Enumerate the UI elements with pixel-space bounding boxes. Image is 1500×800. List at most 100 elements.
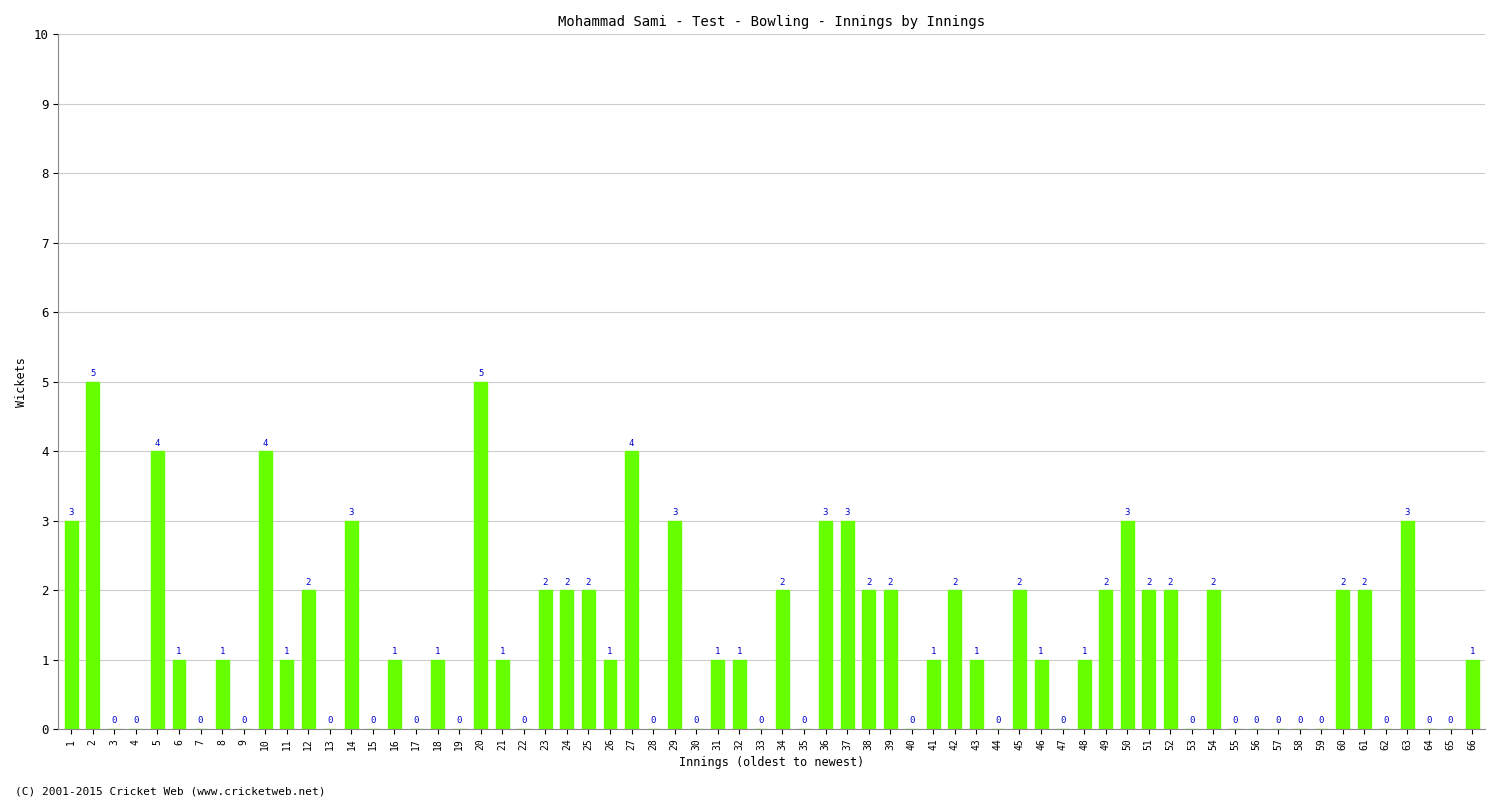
Bar xyxy=(734,659,746,729)
Text: 0: 0 xyxy=(1318,717,1324,726)
Text: 3: 3 xyxy=(1404,508,1410,517)
Text: 0: 0 xyxy=(651,717,656,726)
Text: 2: 2 xyxy=(564,578,570,586)
Text: 4: 4 xyxy=(262,438,268,448)
Text: 1: 1 xyxy=(219,647,225,656)
Bar xyxy=(216,659,228,729)
Bar xyxy=(1100,590,1112,729)
Text: 0: 0 xyxy=(1233,717,1238,726)
Bar xyxy=(1466,659,1479,729)
Bar xyxy=(862,590,874,729)
Bar xyxy=(819,521,833,729)
Bar xyxy=(152,451,164,729)
Text: 0: 0 xyxy=(1448,717,1454,726)
Bar xyxy=(626,451,638,729)
Text: 0: 0 xyxy=(520,717,526,726)
Text: 1: 1 xyxy=(435,647,441,656)
Bar xyxy=(258,451,272,729)
Text: 4: 4 xyxy=(154,438,160,448)
Text: 0: 0 xyxy=(414,717,419,726)
Text: 1: 1 xyxy=(974,647,980,656)
Bar xyxy=(1336,590,1348,729)
Text: 3: 3 xyxy=(844,508,850,517)
Text: 0: 0 xyxy=(1275,717,1281,726)
Text: 0: 0 xyxy=(327,717,333,726)
Text: 1: 1 xyxy=(716,647,720,656)
Text: 1: 1 xyxy=(500,647,506,656)
Bar xyxy=(1164,590,1178,729)
Text: 5: 5 xyxy=(478,369,483,378)
Bar xyxy=(302,590,315,729)
Text: 0: 0 xyxy=(758,717,764,726)
Text: 2: 2 xyxy=(1210,578,1216,586)
Bar xyxy=(496,659,508,729)
Bar xyxy=(970,659,982,729)
Bar xyxy=(1401,521,1414,729)
Text: 0: 0 xyxy=(1298,717,1302,726)
Bar xyxy=(927,659,939,729)
Text: 2: 2 xyxy=(1362,578,1366,586)
Text: 0: 0 xyxy=(801,717,807,726)
Text: 2: 2 xyxy=(1340,578,1346,586)
Bar xyxy=(711,659,724,729)
Text: 0: 0 xyxy=(370,717,375,726)
Text: 0: 0 xyxy=(994,717,1000,726)
Text: 1: 1 xyxy=(1038,647,1044,656)
Text: 3: 3 xyxy=(824,508,828,517)
Bar xyxy=(87,382,99,729)
Text: 2: 2 xyxy=(1146,578,1152,586)
Bar xyxy=(1013,590,1026,729)
Text: 2: 2 xyxy=(586,578,591,586)
Bar xyxy=(840,521,854,729)
Bar xyxy=(1358,590,1371,729)
Bar xyxy=(1035,659,1047,729)
Text: 1: 1 xyxy=(1470,647,1474,656)
X-axis label: Innings (oldest to newest): Innings (oldest to newest) xyxy=(680,756,864,769)
Bar xyxy=(603,659,616,729)
Bar xyxy=(776,590,789,729)
Text: 1: 1 xyxy=(930,647,936,656)
Bar xyxy=(561,590,573,729)
Text: 3: 3 xyxy=(672,508,678,517)
Text: 0: 0 xyxy=(1190,717,1194,726)
Text: 3: 3 xyxy=(69,508,74,517)
Text: 2: 2 xyxy=(865,578,871,586)
Text: 1: 1 xyxy=(1082,647,1088,656)
Bar xyxy=(1208,590,1219,729)
Text: 1: 1 xyxy=(392,647,398,656)
Text: 3: 3 xyxy=(1125,508,1130,517)
Text: (C) 2001-2015 Cricket Web (www.cricketweb.net): (C) 2001-2015 Cricket Web (www.cricketwe… xyxy=(15,786,326,796)
Text: 0: 0 xyxy=(111,717,117,726)
Text: 0: 0 xyxy=(1383,717,1389,726)
Text: 0: 0 xyxy=(242,717,246,726)
Text: 0: 0 xyxy=(456,717,462,726)
Bar xyxy=(1120,521,1134,729)
Text: 2: 2 xyxy=(780,578,784,586)
Bar xyxy=(430,659,444,729)
Text: 4: 4 xyxy=(628,438,634,448)
Text: 2: 2 xyxy=(543,578,548,586)
Bar xyxy=(948,590,962,729)
Bar xyxy=(172,659,186,729)
Text: 2: 2 xyxy=(888,578,892,586)
Text: 1: 1 xyxy=(177,647,182,656)
Text: 1: 1 xyxy=(608,647,612,656)
Text: 5: 5 xyxy=(90,369,96,378)
Text: 3: 3 xyxy=(348,508,354,517)
Text: 2: 2 xyxy=(1017,578,1022,586)
Text: 0: 0 xyxy=(693,717,699,726)
Bar xyxy=(1077,659,1090,729)
Bar xyxy=(474,382,488,729)
Title: Mohammad Sami - Test - Bowling - Innings by Innings: Mohammad Sami - Test - Bowling - Innings… xyxy=(558,15,986,29)
Bar xyxy=(538,590,552,729)
Bar xyxy=(345,521,358,729)
Text: 2: 2 xyxy=(952,578,957,586)
Text: 2: 2 xyxy=(306,578,310,586)
Bar xyxy=(64,521,78,729)
Text: 0: 0 xyxy=(198,717,202,726)
Y-axis label: Wickets: Wickets xyxy=(15,357,28,406)
Bar xyxy=(884,590,897,729)
Bar xyxy=(388,659,400,729)
Text: 1: 1 xyxy=(736,647,742,656)
Bar xyxy=(668,521,681,729)
